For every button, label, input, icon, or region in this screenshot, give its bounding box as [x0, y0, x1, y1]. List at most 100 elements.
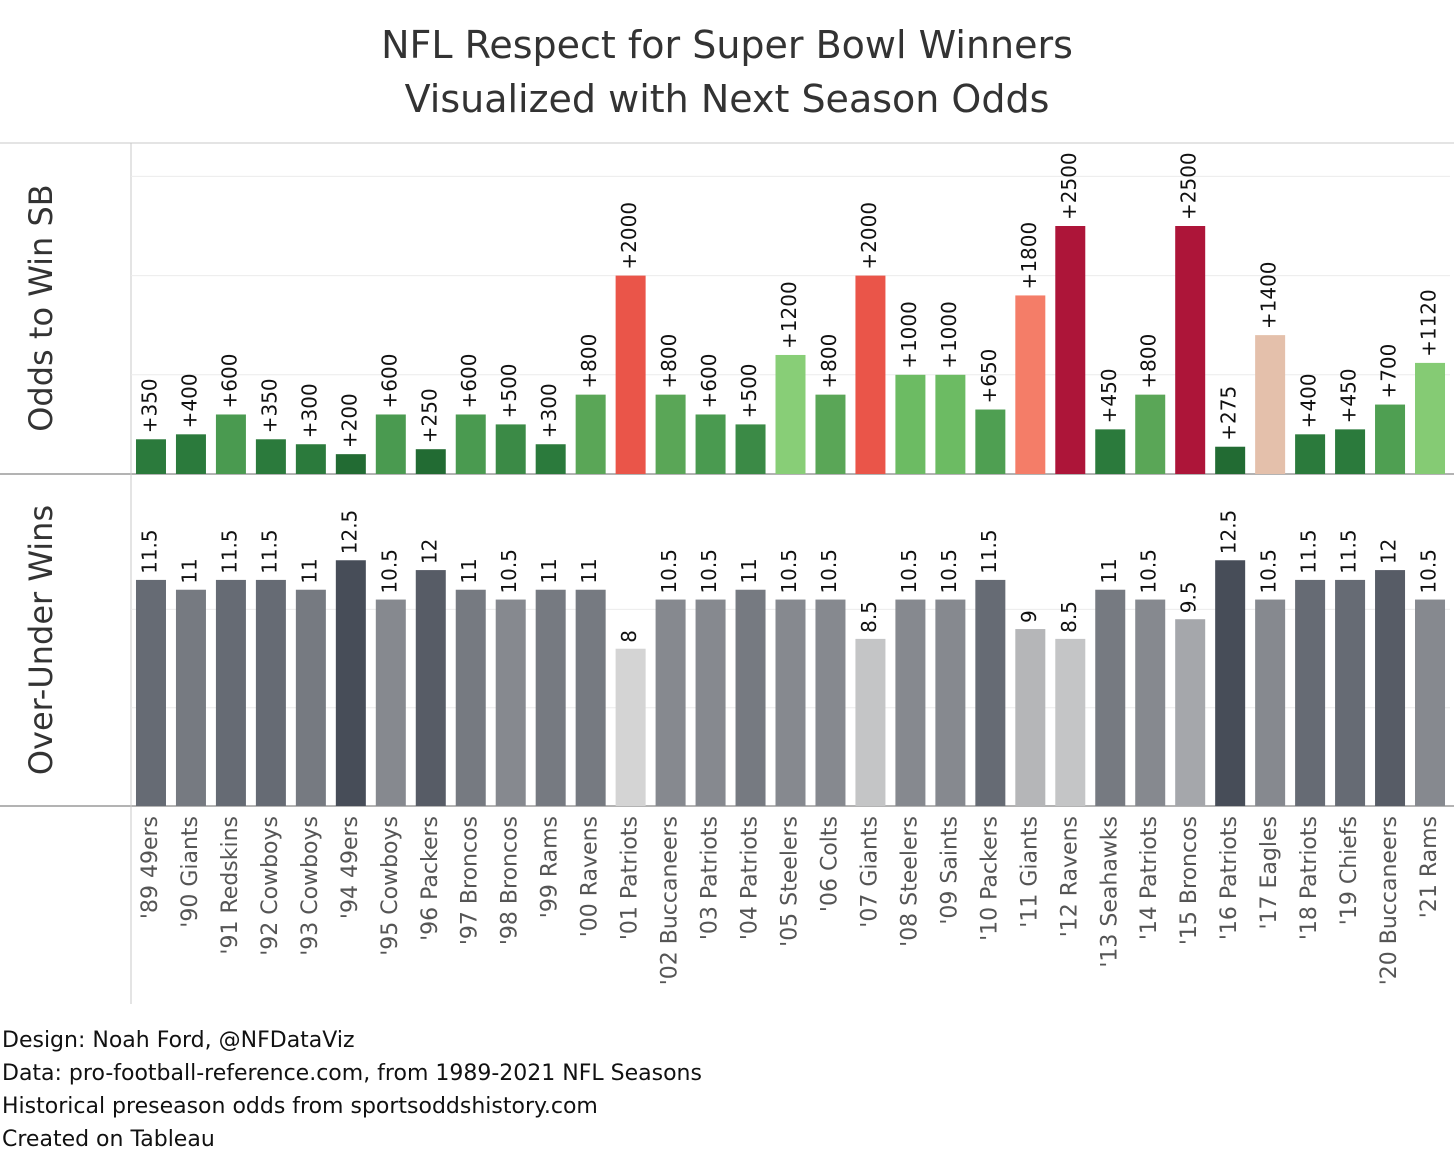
ou-data-label: 12.5 — [1217, 510, 1241, 555]
odds-data-label: +800 — [577, 334, 601, 389]
x-tick-label: '95 Cowboys — [378, 816, 403, 956]
ou-data-label: 11.5 — [1337, 529, 1361, 574]
odds-data-label: +2000 — [857, 202, 881, 270]
odds-bar — [1175, 226, 1206, 474]
ou-bar — [975, 579, 1006, 806]
odds-data-label: +500 — [497, 363, 521, 418]
x-tick-label: '20 Buccaneers — [1377, 816, 1402, 985]
odds-bar — [855, 275, 886, 474]
ou-data-label: 11.5 — [217, 529, 241, 574]
ou-bar — [815, 599, 846, 806]
odds-data-label: +1400 — [1257, 261, 1281, 329]
ou-data-label: 10.5 — [817, 549, 841, 594]
odds-data-label: +600 — [697, 354, 721, 409]
odds-bar — [975, 409, 1006, 474]
footer-data-source: Data: pro-football-reference.com, from 1… — [2, 1061, 702, 1086]
ou-data-label: 11 — [737, 558, 761, 583]
x-tick-label: '06 Colts — [817, 816, 842, 912]
x-tick-label: '91 Redskins — [218, 816, 243, 955]
x-tick-label: '03 Patriots — [698, 816, 723, 940]
x-tick-label: '21 Rams — [1417, 816, 1442, 918]
odds-bar — [255, 439, 286, 474]
odds-bar — [1055, 226, 1086, 474]
ou-bar — [175, 589, 206, 806]
odds-data-label: +1000 — [937, 301, 961, 369]
odds-bar — [655, 394, 686, 474]
ou-data-label: 12 — [1377, 539, 1401, 564]
x-tick-label: '15 Broncos — [1177, 816, 1202, 945]
ou-bar — [1015, 629, 1046, 806]
footer-design: Design: Noah Ford, @NFDataViz — [2, 1028, 355, 1053]
odds-data-label: +400 — [1297, 373, 1321, 428]
ou-data-label: 11 — [577, 558, 601, 583]
ou-bar — [855, 638, 886, 806]
x-tick-label: '07 Giants — [857, 816, 882, 928]
odds-data-label: +500 — [737, 363, 761, 418]
odds-data-label: +1000 — [897, 301, 921, 369]
ou-bar — [535, 589, 566, 806]
ou-bar — [655, 599, 686, 806]
ou-data-label: 10.5 — [1257, 549, 1281, 594]
x-tick-label: '97 Broncos — [458, 816, 483, 945]
ou-bar — [215, 579, 246, 806]
odds-bar — [895, 374, 926, 474]
x-tick-label: '04 Patriots — [738, 816, 763, 940]
x-tick-label: '02 Buccaneers — [658, 816, 683, 985]
ou-axis-title: Over-Under Wins — [22, 505, 60, 775]
odds-data-label: +2500 — [1057, 152, 1081, 220]
ou-bar — [1135, 599, 1166, 806]
x-tick-label: '13 Seahawks — [1097, 816, 1122, 968]
ou-data-label: 12 — [417, 539, 441, 564]
odds-data-label: +450 — [1337, 368, 1361, 423]
ou-bar — [455, 589, 486, 806]
odds-bar — [775, 354, 806, 474]
ou-bar — [1255, 599, 1286, 806]
odds-bar — [575, 394, 606, 474]
odds-data-label: +1800 — [1017, 222, 1041, 290]
odds-data-label: +600 — [457, 354, 481, 409]
x-tick-label: '99 Rams — [538, 816, 563, 918]
ou-data-label: 8.5 — [1057, 601, 1081, 633]
footer-notes: Design: Noah Ford, @NFDataViz Data: pro-… — [2, 1024, 702, 1156]
odds-bar — [1415, 362, 1446, 474]
odds-data-label: +400 — [177, 373, 201, 428]
ou-data-label: 8.5 — [857, 601, 881, 633]
odds-bar — [135, 439, 166, 474]
odds-data-label: +700 — [1377, 344, 1401, 399]
odds-data-label: +600 — [377, 354, 401, 409]
ou-data-label: 10.5 — [497, 549, 521, 594]
ou-bar — [495, 599, 526, 806]
ou-bar — [575, 589, 606, 806]
odds-bar — [935, 374, 966, 474]
odds-bar — [375, 414, 406, 474]
ou-bar — [375, 599, 406, 806]
odds-data-label: +800 — [657, 334, 681, 389]
ou-data-label: 12.5 — [337, 510, 361, 555]
ou-data-label: 9 — [1017, 610, 1041, 623]
x-tick-label: '12 Ravens — [1057, 816, 1082, 937]
x-tick-label: '09 Saints — [937, 816, 962, 925]
ou-data-label: 11 — [1097, 558, 1121, 583]
odds-bar — [1135, 394, 1166, 474]
ou-bar — [1335, 579, 1366, 806]
ou-data-label: 9.5 — [1177, 581, 1201, 613]
x-tick-label: '00 Ravens — [578, 816, 603, 937]
ou-data-label: 11.5 — [977, 529, 1001, 574]
ou-data-label: 11 — [177, 558, 201, 583]
ou-bar — [935, 599, 966, 806]
ou-data-label: 11.5 — [1297, 529, 1321, 574]
odds-data-label: +1200 — [777, 281, 801, 349]
x-tick-label: '18 Patriots — [1297, 816, 1322, 940]
ou-data-label: 11 — [297, 558, 321, 583]
odds-data-label: +1120 — [1417, 289, 1441, 357]
odds-bar — [535, 444, 566, 474]
odds-data-label: +300 — [297, 383, 321, 438]
ou-bar — [135, 579, 166, 806]
x-tick-label: '89 49ers — [138, 816, 163, 919]
ou-bar — [255, 579, 286, 806]
x-tick-label: '10 Packers — [977, 816, 1002, 941]
ou-data-label: 10.5 — [1417, 549, 1441, 594]
odds-data-label: +275 — [1217, 386, 1241, 441]
x-tick-label: '94 49ers — [338, 816, 363, 919]
